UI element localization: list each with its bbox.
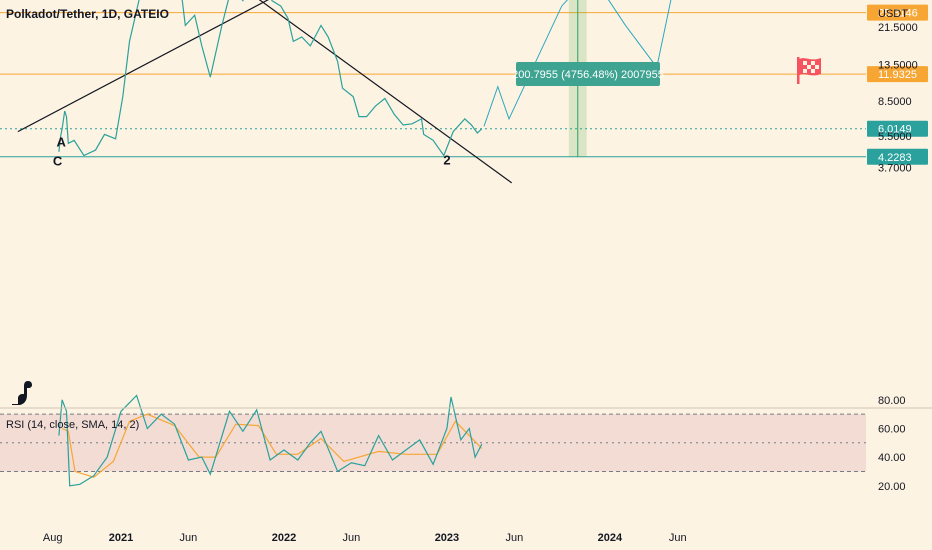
rsi-tick-label: 80.00 [878, 395, 906, 407]
time-tick-label: Jun [343, 532, 361, 544]
checkered-flag-icon [797, 57, 821, 84]
rsi-line [58, 394, 483, 487]
time-tick-label: 2022 [272, 532, 296, 544]
measure-label: 200.7955 (4756.48%) 2007955 [512, 69, 664, 81]
rsi-pane[interactable] [0, 394, 866, 487]
chart-title: Polkadot/Tether, 1D, GATEIO [6, 7, 169, 21]
measure-badge [516, 62, 660, 86]
price-levels [0, 0, 866, 158]
price-tick-label: 13.5000 [878, 59, 918, 71]
level-tag [867, 148, 928, 165]
wave-label: C [53, 153, 63, 168]
time-tick-label: Aug [43, 532, 63, 544]
price-lines [17, 0, 672, 184]
level-tag [867, 66, 928, 83]
trendline [258, 0, 513, 184]
price-tick-label: 5.5000 [878, 131, 912, 143]
time-tick-label: 2021 [109, 532, 133, 544]
time-tick-label: Jun [505, 532, 523, 544]
level-tag-label: 11.9325 [878, 69, 917, 81]
rsi-title: RSI (14, close, SMA, 14, 2) [6, 419, 139, 431]
time-tick-label: 2023 [435, 532, 459, 544]
rsi-tick-label: 20.00 [878, 481, 906, 493]
rsi-tick-label: 60.00 [878, 423, 906, 435]
price-pane[interactable]: 200.7955 (4756.48%) 2007955ABC123 [0, 0, 866, 184]
level-tag [867, 120, 928, 137]
dinosaur-logo-icon [12, 381, 32, 405]
price-tick-label: 3.7000 [878, 162, 912, 174]
wave-label: 2 [443, 152, 450, 167]
level-tag-label: 4.2283 [878, 152, 912, 164]
price-tick-label: 21.5000 [878, 22, 918, 34]
rsi-tick-label: 40.00 [878, 452, 906, 464]
price-annotations: 200.7955 (4756.48%) 2007955ABC123 [53, 62, 664, 168]
price-line [58, 0, 483, 157]
time-tick-label: 2024 [598, 532, 623, 544]
currency-label: USDT [878, 8, 908, 20]
time-tick-label: Jun [180, 532, 198, 544]
projection-path [483, 0, 672, 127]
trendline [17, 0, 269, 133]
wave-label: A [56, 135, 66, 150]
level-tag [867, 4, 928, 21]
time-tick-label: Jun [669, 532, 687, 544]
level-tag-label: 25.8146 [878, 8, 918, 20]
price-tick-label: 8.5000 [878, 96, 912, 108]
level-tag-label: 6.0149 [878, 124, 912, 136]
